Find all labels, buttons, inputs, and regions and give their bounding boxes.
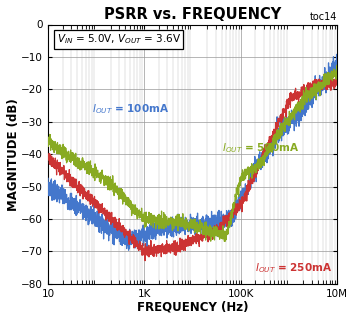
Text: toc14: toc14 xyxy=(310,12,337,22)
Text: $V_{IN}$ = 5.0V, $V_{OUT}$ = 3.6V: $V_{IN}$ = 5.0V, $V_{OUT}$ = 3.6V xyxy=(57,32,181,46)
Text: $I_{OUT}$ = 500mA: $I_{OUT}$ = 500mA xyxy=(222,141,299,155)
X-axis label: FREQUENCY (Hz): FREQUENCY (Hz) xyxy=(137,300,248,313)
Title: PSRR vs. FREQUENCY: PSRR vs. FREQUENCY xyxy=(104,7,281,22)
Text: $I_{OUT}$ = 250mA: $I_{OUT}$ = 250mA xyxy=(255,261,332,275)
Text: $I_{OUT}$ = 100mA: $I_{OUT}$ = 100mA xyxy=(92,102,169,116)
Y-axis label: MAGNITUDE (dB): MAGNITUDE (dB) xyxy=(7,98,20,211)
